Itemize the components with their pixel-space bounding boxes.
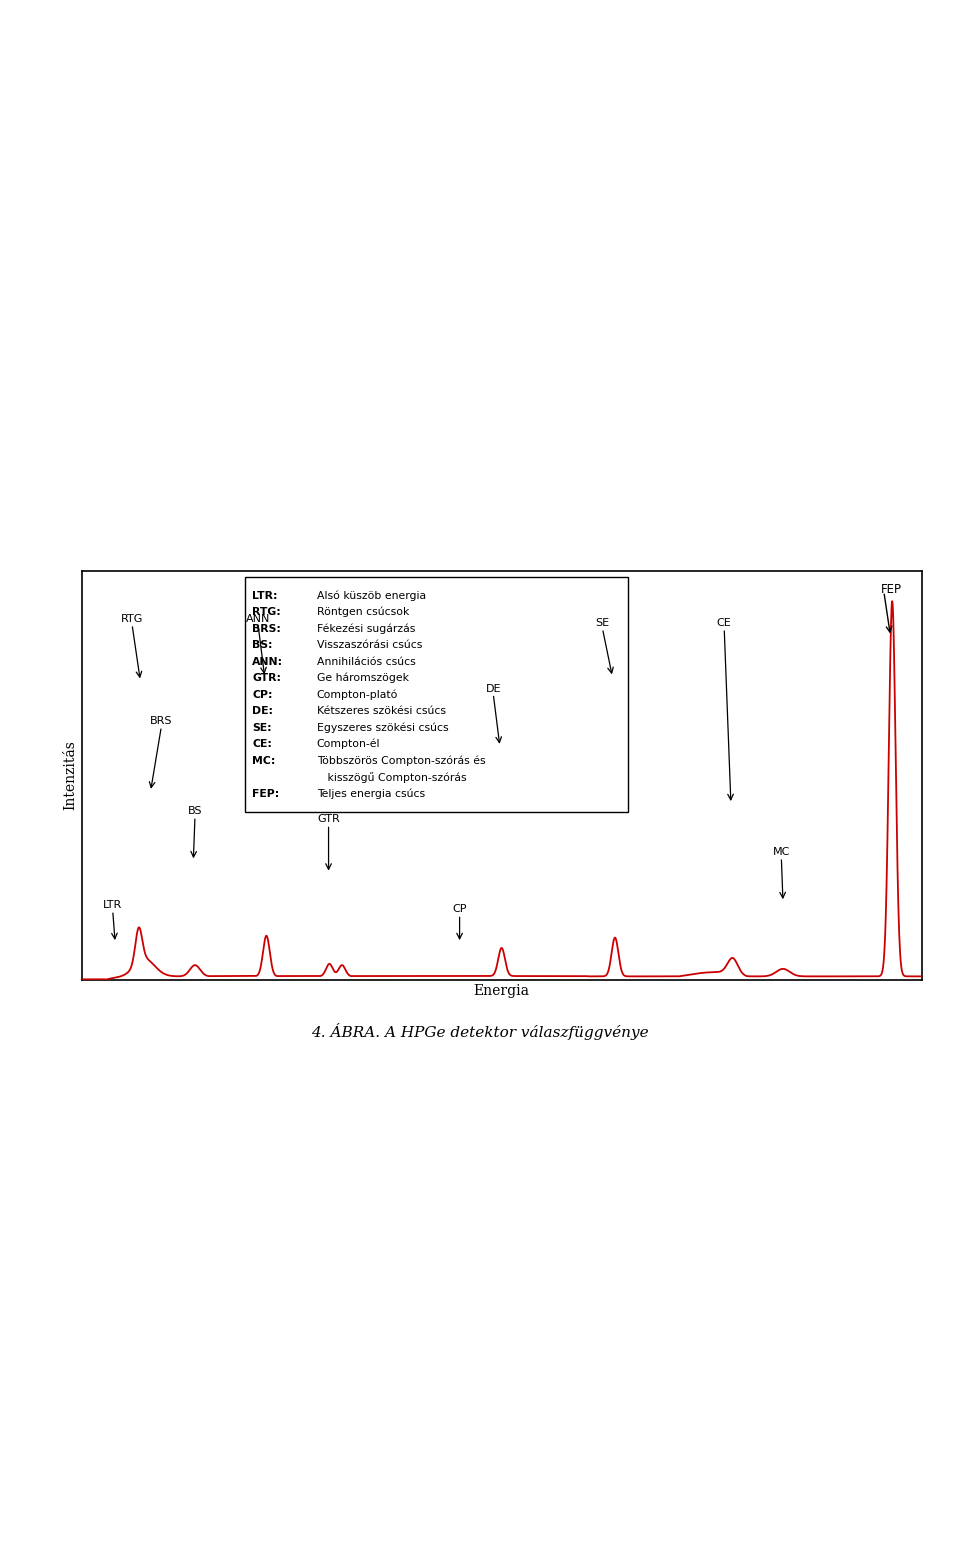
Text: BS: BS: [188, 807, 203, 816]
Text: BRS: BRS: [150, 716, 173, 727]
Text: SE: SE: [595, 619, 610, 628]
Text: Annihilációs csúcs: Annihilációs csúcs: [317, 657, 416, 667]
Text: ANN:: ANN:: [252, 657, 283, 667]
Text: 4. ÁBRA. A HPGe detektor válaszfüggvénye: 4. ÁBRA. A HPGe detektor válaszfüggvénye: [311, 1023, 649, 1040]
Text: RTG: RTG: [121, 614, 143, 623]
Text: Ge háromszögek: Ge háromszögek: [317, 673, 409, 684]
Text: FEP:: FEP:: [252, 788, 279, 799]
Text: BS:: BS:: [252, 640, 273, 650]
Y-axis label: Intenzitás: Intenzitás: [63, 741, 78, 810]
Text: MC: MC: [773, 847, 790, 858]
Text: BRS:: BRS:: [252, 623, 281, 634]
Text: Röntgen csúcsok: Röntgen csúcsok: [317, 606, 409, 617]
Text: Többszörös Compton-szórás és: Többszörös Compton-szórás és: [317, 756, 486, 765]
Text: Visszaszórási csúcs: Visszaszórási csúcs: [317, 640, 422, 650]
Text: RTG:: RTG:: [252, 606, 281, 617]
Text: LTR:: LTR:: [252, 591, 277, 600]
Text: ANN: ANN: [246, 614, 270, 623]
Text: DE:: DE:: [252, 707, 273, 716]
Text: GTR:: GTR:: [252, 673, 281, 684]
Text: GTR: GTR: [317, 815, 340, 824]
Text: CE: CE: [717, 619, 732, 628]
Text: Kétszeres szökési csúcs: Kétszeres szökési csúcs: [317, 707, 445, 716]
Text: Compton-plató: Compton-plató: [317, 690, 398, 701]
X-axis label: Energia: Energia: [473, 984, 530, 998]
Text: DE: DE: [486, 684, 501, 694]
Text: CP:: CP:: [252, 690, 273, 699]
Text: Alsó küszöb energia: Alsó küszöb energia: [317, 591, 426, 600]
Text: CE:: CE:: [252, 739, 272, 750]
Text: Compton-él: Compton-él: [317, 739, 380, 750]
Text: Egyszeres szökési csúcs: Egyszeres szökési csúcs: [317, 722, 448, 733]
Bar: [246, 577, 628, 812]
Text: MC:: MC:: [252, 756, 276, 765]
Text: Teljes energia csúcs: Teljes energia csúcs: [317, 788, 425, 799]
Text: FEP: FEP: [881, 583, 901, 596]
Text: SE:: SE:: [252, 722, 272, 733]
Text: CP: CP: [452, 904, 467, 915]
Text: Fékezési sugárzás: Fékezési sugárzás: [317, 623, 415, 634]
Text: LTR: LTR: [103, 900, 122, 910]
Text: kisszögű Compton-szórás: kisszögű Compton-szórás: [317, 772, 467, 782]
